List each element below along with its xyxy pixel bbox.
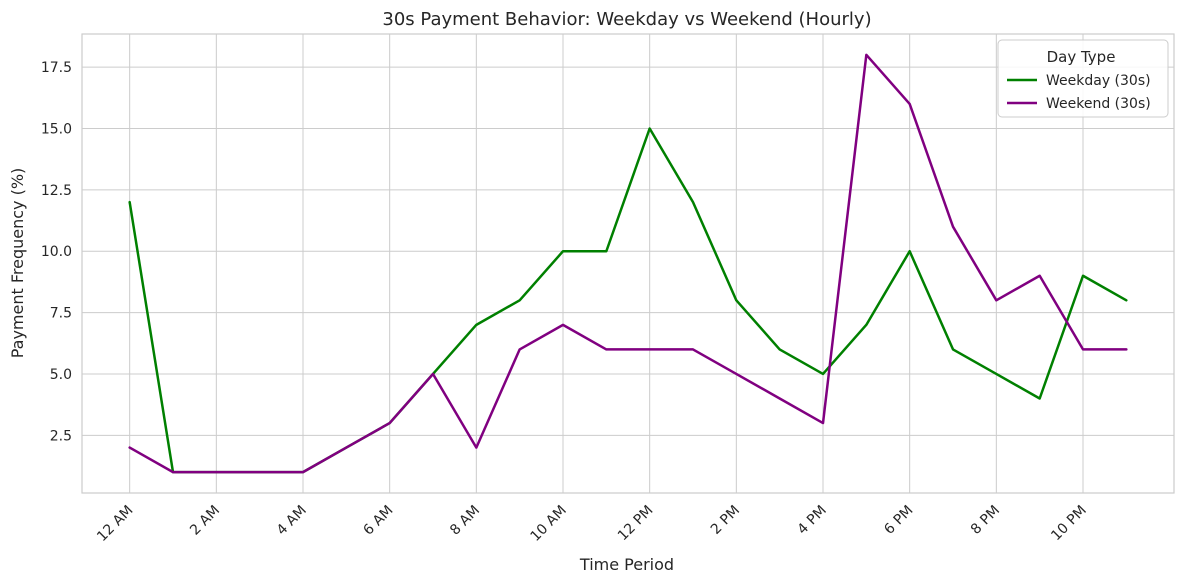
- y-tick-label: 17.5: [41, 60, 72, 76]
- y-axis-label: Payment Frequency (%): [8, 168, 27, 359]
- y-tick-label: 12.5: [41, 183, 72, 199]
- legend-label: Weekday (30s): [1046, 73, 1151, 89]
- y-tick-label: 10.0: [41, 244, 72, 260]
- legend-title: Day Type: [1047, 48, 1116, 66]
- legend-label: Weekend (30s): [1046, 96, 1151, 112]
- x-tick-label: 12 AM: [94, 503, 136, 545]
- y-tick-label: 15.0: [41, 122, 72, 138]
- chart-title: 30s Payment Behavior: Weekday vs Weekend…: [382, 9, 871, 30]
- x-tick-label: 10 AM: [527, 503, 569, 545]
- series-lines: [128, 53, 1128, 474]
- x-tick-label: 2 PM: [708, 503, 743, 538]
- y-tick-label: 5.0: [50, 367, 72, 383]
- x-axis-label: Time Period: [579, 555, 674, 574]
- x-tick-label: 6 AM: [360, 503, 396, 539]
- series-line-weekday: [128, 127, 1128, 474]
- x-tick-label: 8 PM: [968, 503, 1003, 538]
- x-tick-label: 4 PM: [795, 503, 830, 538]
- x-tick-label: 8 AM: [447, 503, 483, 539]
- y-tick-label: 2.5: [50, 428, 72, 444]
- x-tick-label: 4 AM: [274, 503, 310, 539]
- x-tick-label: 10 PM: [1048, 503, 1090, 545]
- y-tick-label: 7.5: [50, 306, 72, 322]
- legend: Day Type Weekday (30s) Weekend (30s): [997, 39, 1169, 118]
- legend-box: [997, 39, 1169, 118]
- y-axis-ticks: 2.5 5.0 7.5 10.0 12.5 15.0 17.5: [41, 60, 72, 444]
- series-line-weekend: [128, 53, 1128, 474]
- x-axis-ticks: 12 AM 2 AM 4 AM 6 AM 8 AM 10 AM 12 PM 2 PM 4 PM 6…: [94, 503, 1090, 545]
- x-tick-label: 6 PM: [881, 503, 916, 538]
- plot-area-frame: [81, 33, 1175, 494]
- x-tick-label: 2 AM: [187, 503, 223, 539]
- x-tick-label: 12 PM: [615, 503, 657, 545]
